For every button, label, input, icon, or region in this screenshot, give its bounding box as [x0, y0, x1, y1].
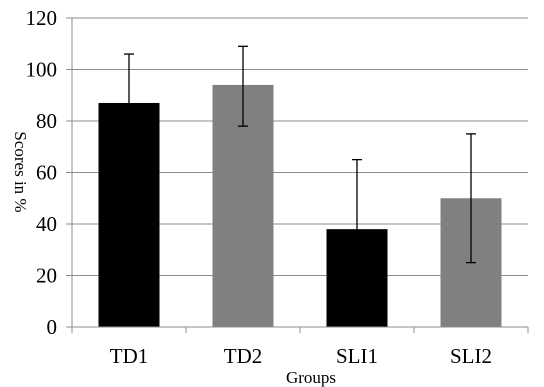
x-tick-label: TD2 — [224, 344, 263, 368]
y-tick-labels: 0 20 40 60 80 100 120 — [26, 6, 72, 339]
x-tick-label: SLI1 — [336, 344, 378, 368]
y-tick-label: 20 — [36, 264, 57, 288]
x-tick-labels: TD1 TD2 SLI1 SLI2 — [110, 344, 492, 368]
x-tick-label: SLI2 — [450, 344, 492, 368]
error-bars — [124, 45, 476, 297]
y-tick-label: 60 — [36, 161, 57, 185]
y-tick-label: 0 — [47, 315, 58, 339]
y-tick-label: 80 — [36, 109, 57, 133]
y-tick-label: 120 — [26, 6, 58, 30]
y-axis-label: Scores in % — [11, 131, 30, 212]
x-tick-label: TD1 — [110, 344, 149, 368]
y-tick-label: 100 — [26, 58, 58, 82]
y-tick-label: 40 — [36, 212, 57, 236]
x-axis-label: Groups — [286, 368, 336, 387]
